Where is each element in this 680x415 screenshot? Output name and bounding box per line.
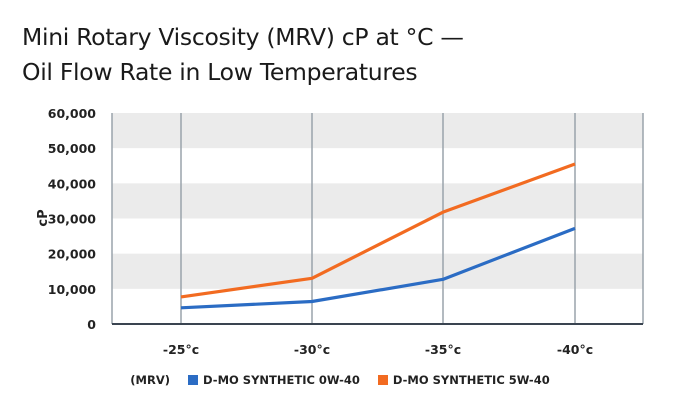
chart-title: Mini Rotary Viscosity (MRV) cP at °C — O… <box>22 20 464 90</box>
grid-band <box>112 113 643 149</box>
grid-band <box>112 253 643 289</box>
y-tick-label: 10,000 <box>48 282 97 297</box>
legend-label-0w40: D-MO SYNTHETIC 0W-40 <box>203 372 360 387</box>
y-tick-label: 50,000 <box>48 141 97 156</box>
series-line-0w40 <box>180 226 576 310</box>
y-tick-label: 0 <box>87 317 96 332</box>
grid-band <box>112 183 643 219</box>
y-tick-label: 30,000 <box>48 212 97 227</box>
chart-title-line-1: Mini Rotary Viscosity (MRV) cP at °C — <box>22 23 464 51</box>
legend-swatch-0w40 <box>188 374 199 385</box>
x-tick-label: -25°c <box>163 342 199 357</box>
chart-title-line-2: Oil Flow Rate in Low Temperatures <box>22 58 418 86</box>
x-tick-label: -30°c <box>294 342 330 357</box>
y-tick-label: 40,000 <box>48 176 97 191</box>
y-tick-label: 60,000 <box>48 106 97 121</box>
x-tick-label: -40°c <box>557 342 593 357</box>
y-axis-label: cP <box>36 209 51 226</box>
legend: (MRV) D-MO SYNTHETIC 0W-40 D-MO SYNTHETI… <box>0 372 680 387</box>
legend-swatch-5w40 <box>377 374 388 385</box>
x-tick-label: -35°c <box>425 342 461 357</box>
legend-label-5w40: D-MO SYNTHETIC 5W-40 <box>392 372 550 387</box>
series-line-5w40 <box>180 162 576 299</box>
legend-prefix: (MRV) <box>130 372 171 387</box>
y-tick-label: 20,000 <box>48 247 97 262</box>
